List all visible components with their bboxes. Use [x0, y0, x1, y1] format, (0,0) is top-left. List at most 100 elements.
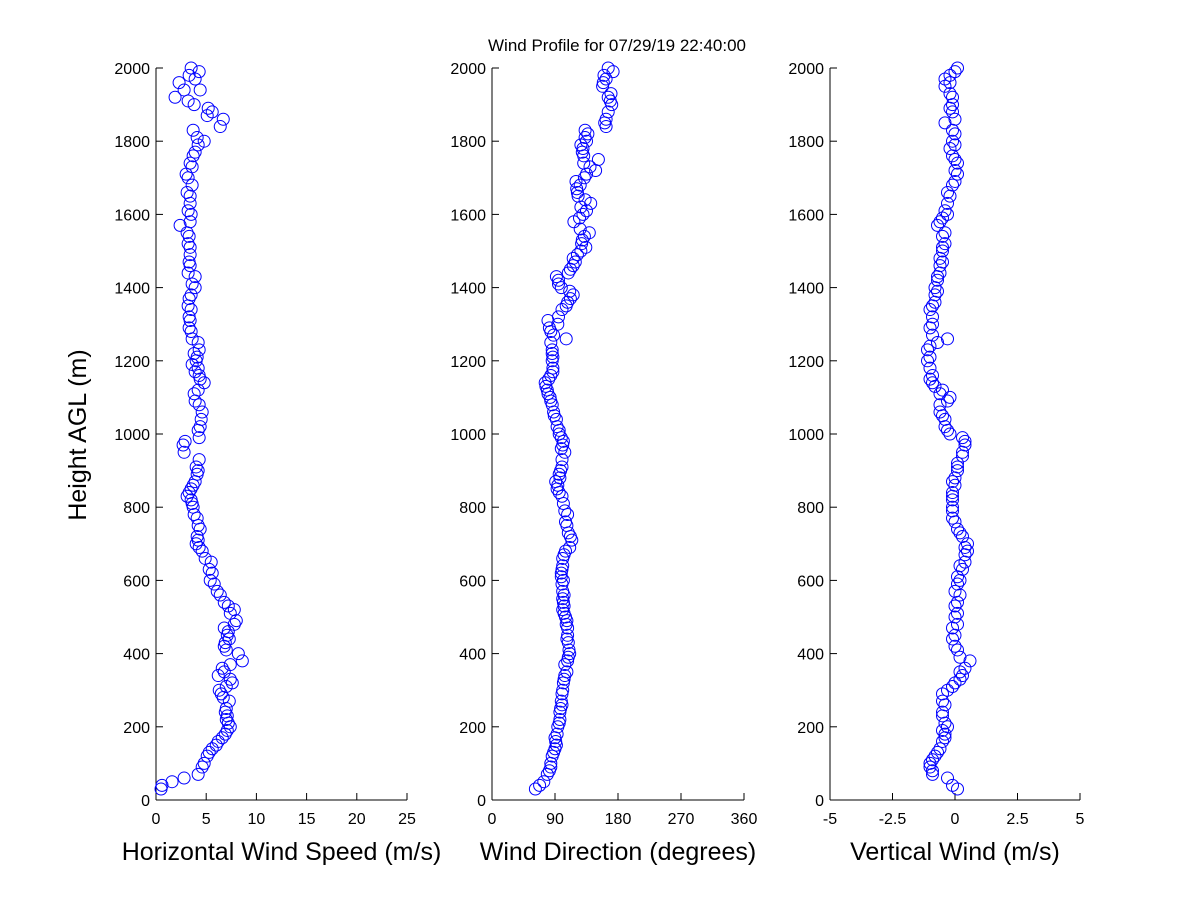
data-point [183, 240, 197, 254]
y-tick-label: 0 [815, 793, 824, 810]
data-point [948, 584, 962, 598]
data-point [936, 255, 949, 269]
data-point [933, 387, 947, 401]
data-point [201, 101, 215, 115]
data-point [192, 343, 206, 357]
data-point [546, 365, 560, 379]
data-point [941, 771, 954, 785]
data-point [566, 259, 580, 273]
data-point [951, 522, 964, 536]
data-point [946, 486, 959, 500]
data-point [601, 61, 615, 75]
data-point [533, 778, 547, 792]
data-point [953, 650, 967, 664]
data-point [183, 215, 197, 229]
data-point [946, 475, 959, 489]
y-tick-label: 1600 [788, 207, 824, 224]
data-point [190, 131, 204, 145]
y-tick-label: 1200 [114, 354, 150, 371]
data-point [182, 68, 196, 82]
data-point [951, 464, 964, 478]
data-point [554, 694, 568, 708]
data-point [951, 167, 964, 181]
data-point [188, 270, 202, 284]
data-point [958, 438, 972, 452]
data-point [155, 778, 169, 792]
data-point [185, 160, 199, 174]
data-point [573, 211, 586, 225]
data-point [192, 540, 206, 554]
data-point [183, 189, 197, 203]
data-point [946, 680, 959, 694]
data-point [188, 365, 202, 379]
x-tick-label: 0 [951, 811, 960, 828]
data-point [582, 226, 596, 240]
y-tick-label: 1000 [450, 427, 486, 444]
data-point [550, 727, 564, 741]
data-point [951, 606, 964, 620]
data-point [568, 255, 582, 269]
data-point [956, 669, 969, 683]
data-point [936, 734, 949, 748]
y-tick-label: 2000 [114, 61, 150, 78]
data-point [545, 343, 559, 357]
y-tick-label: 800 [797, 500, 824, 517]
x-tick-label: 2.5 [1006, 811, 1028, 828]
x-tick-label: 90 [546, 811, 564, 828]
data-point [599, 72, 613, 86]
data-point [221, 599, 235, 613]
data-point [549, 270, 563, 284]
data-point [180, 185, 194, 199]
data-point [926, 328, 939, 342]
x-tick-label: 180 [605, 811, 632, 828]
data-point [190, 529, 204, 543]
data-point [931, 218, 944, 232]
x-tick-label: 15 [298, 811, 316, 828]
data-point [956, 529, 969, 543]
data-point [183, 248, 197, 262]
data-point [195, 405, 209, 419]
data-point [961, 544, 974, 558]
data-point [177, 771, 191, 785]
data-point [569, 174, 583, 188]
data-point [561, 508, 575, 522]
y-tick-label: 600 [459, 573, 486, 590]
y-tick-label: 2000 [788, 61, 824, 78]
data-point [555, 453, 569, 467]
y-tick-label: 1400 [114, 281, 150, 298]
panel-wind-direction: 0 200 400 600 800 1000 1200 1400 1600 1800 2000 0 90… [450, 61, 757, 866]
data-point [923, 756, 937, 770]
data-point [575, 233, 589, 247]
y-tick-label: 0 [141, 793, 150, 810]
data-point [956, 431, 969, 445]
y-tick-label: 200 [459, 720, 486, 737]
data-point [570, 182, 584, 196]
data-point [551, 478, 565, 492]
data-point [205, 566, 219, 580]
data-point [926, 368, 939, 382]
data-point [173, 218, 187, 232]
data-point [948, 610, 962, 624]
data-point [951, 61, 964, 75]
data-point [182, 292, 196, 306]
data-point [951, 617, 964, 631]
data-point [556, 434, 570, 448]
data-point [946, 105, 959, 119]
data-point [217, 595, 231, 609]
data-point [938, 204, 952, 218]
x-tick-label: 5 [1076, 811, 1085, 828]
data-point [946, 178, 959, 192]
x-tick-label: 25 [398, 811, 416, 828]
y-tick-label: 800 [123, 500, 150, 517]
data-point [933, 215, 947, 229]
data-point [176, 438, 190, 452]
data-point [185, 178, 199, 192]
y-tick-label: 1000 [114, 427, 150, 444]
data-point [948, 174, 962, 188]
data-point [181, 204, 195, 218]
data-point [946, 511, 959, 525]
data-point [936, 383, 949, 397]
y-tick-label: 400 [797, 647, 824, 664]
data-point [184, 303, 198, 317]
